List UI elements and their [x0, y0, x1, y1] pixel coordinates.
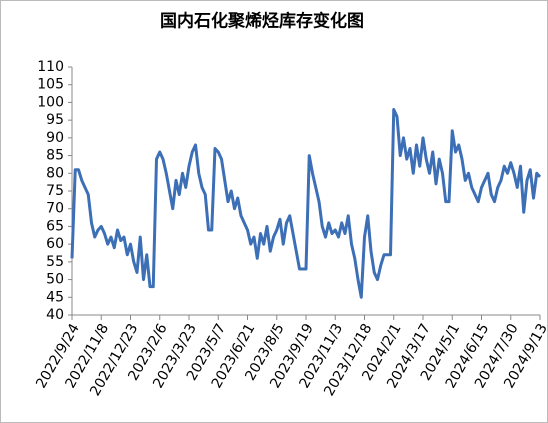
y-tick-label: 55 [46, 254, 64, 270]
y-tick-label: 85 [46, 148, 64, 164]
y-tick-label: 100 [37, 94, 64, 110]
y-tick-label: 95 [46, 112, 64, 128]
y-tick-label: 80 [46, 165, 64, 181]
y-tick-label: 70 [46, 201, 64, 217]
y-tick-label: 110 [37, 59, 64, 75]
y-tick-label: 75 [46, 183, 64, 199]
data-line [70, 108, 542, 299]
y-tick-label: 90 [46, 130, 64, 146]
y-tick-label: 40 [46, 307, 64, 323]
y-tick-label: 105 [37, 77, 64, 93]
y-tick-label: 65 [46, 218, 64, 234]
y-tick-label: 60 [46, 236, 64, 252]
y-tick-label: 50 [46, 272, 64, 288]
y-tick-label: 45 [46, 289, 64, 305]
chart-title: 国内石化聚烯烃库存变化图 [160, 11, 364, 32]
